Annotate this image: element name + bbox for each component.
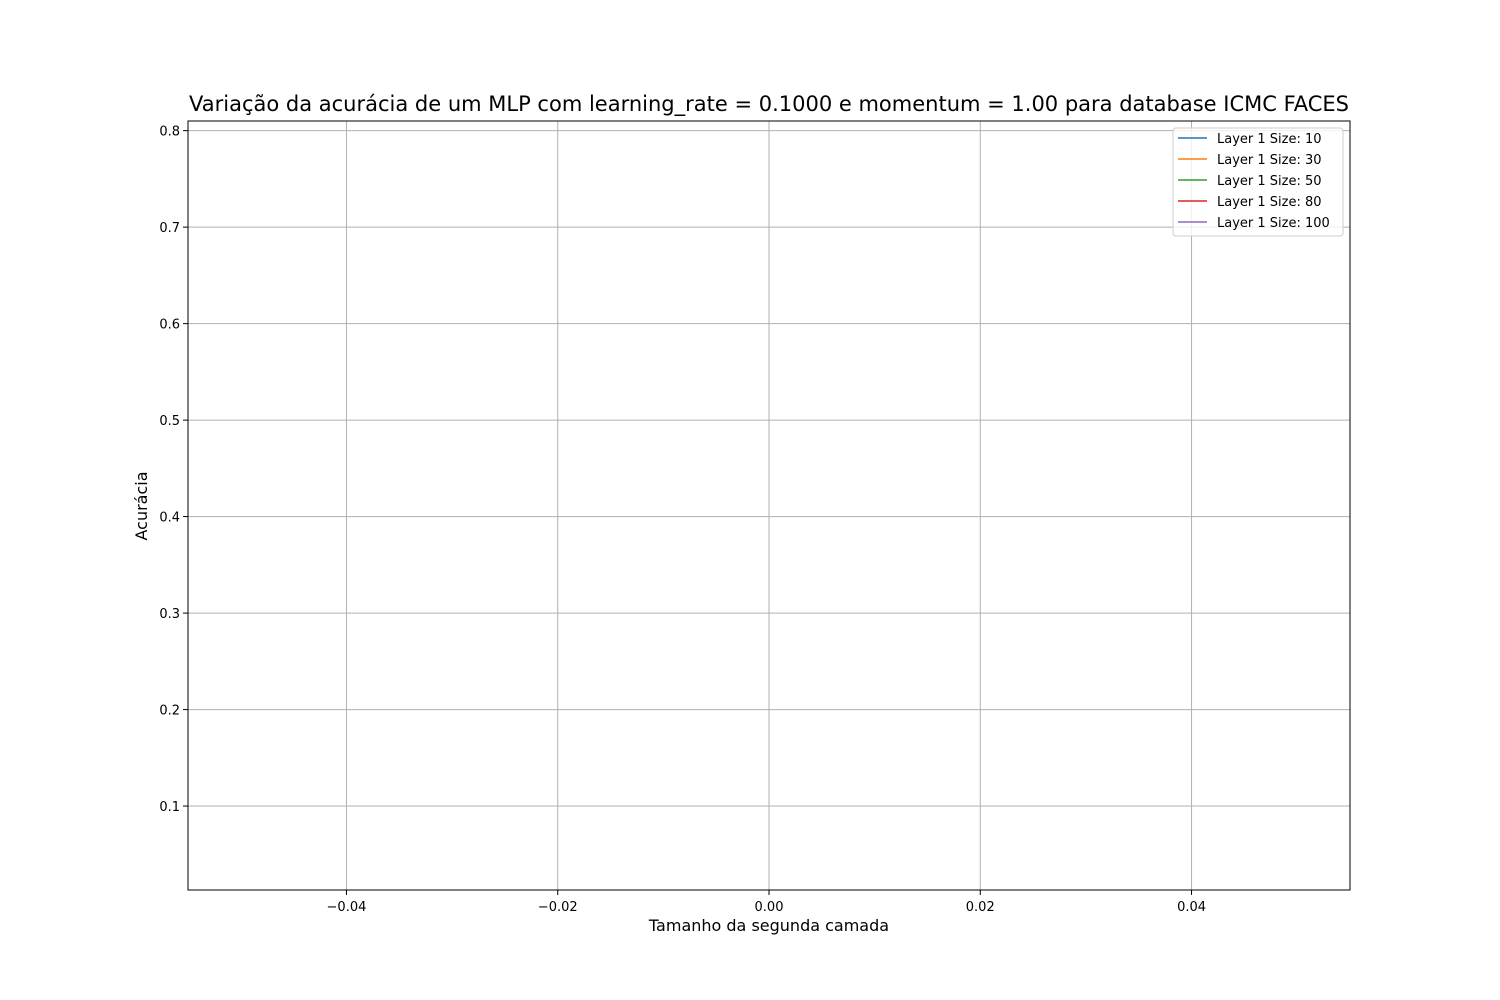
y-tick-label: 0.8 — [159, 125, 180, 140]
chart-title: Variação da acurácia de um MLP com learn… — [189, 92, 1349, 117]
legend-label: Layer 1 Size: 30 — [1217, 153, 1322, 168]
legend-label: Layer 1 Size: 50 — [1217, 174, 1322, 189]
y-tick-label: 0.6 — [159, 318, 180, 333]
x-tick-label: 0.00 — [755, 900, 784, 915]
x-tick-label: −0.04 — [327, 900, 367, 915]
y-axis-label: Acurácia — [132, 471, 151, 540]
legend-label: Layer 1 Size: 100 — [1217, 216, 1330, 231]
y-tick-label: 0.5 — [159, 414, 180, 429]
y-tick-label: 0.1 — [159, 800, 180, 815]
y-axis-ticks: 0.1 0.2 0.3 0.4 0.5 0.6 0.7 0.8 — [159, 125, 188, 815]
y-tick-label: 0.3 — [159, 607, 180, 622]
legend-label: Layer 1 Size: 10 — [1217, 132, 1322, 147]
grid — [188, 121, 1350, 890]
legend: Layer 1 Size: 10 Layer 1 Size: 30 Layer 1 … — [1172, 127, 1344, 237]
x-tick-label: −0.02 — [538, 900, 578, 915]
x-tick-label: 0.04 — [1177, 900, 1206, 915]
x-tick-label: 0.02 — [966, 900, 995, 915]
y-tick-label: 0.4 — [159, 511, 180, 526]
legend-box — [1172, 127, 1344, 237]
legend-label: Layer 1 Size: 80 — [1217, 195, 1322, 210]
x-axis-label: Tamanho da segunda camada — [648, 916, 889, 935]
y-tick-label: 0.2 — [159, 704, 180, 719]
x-axis-ticks: −0.04 −0.02 0.00 0.02 0.04 — [327, 890, 1206, 915]
y-tick-label: 0.7 — [159, 221, 180, 236]
